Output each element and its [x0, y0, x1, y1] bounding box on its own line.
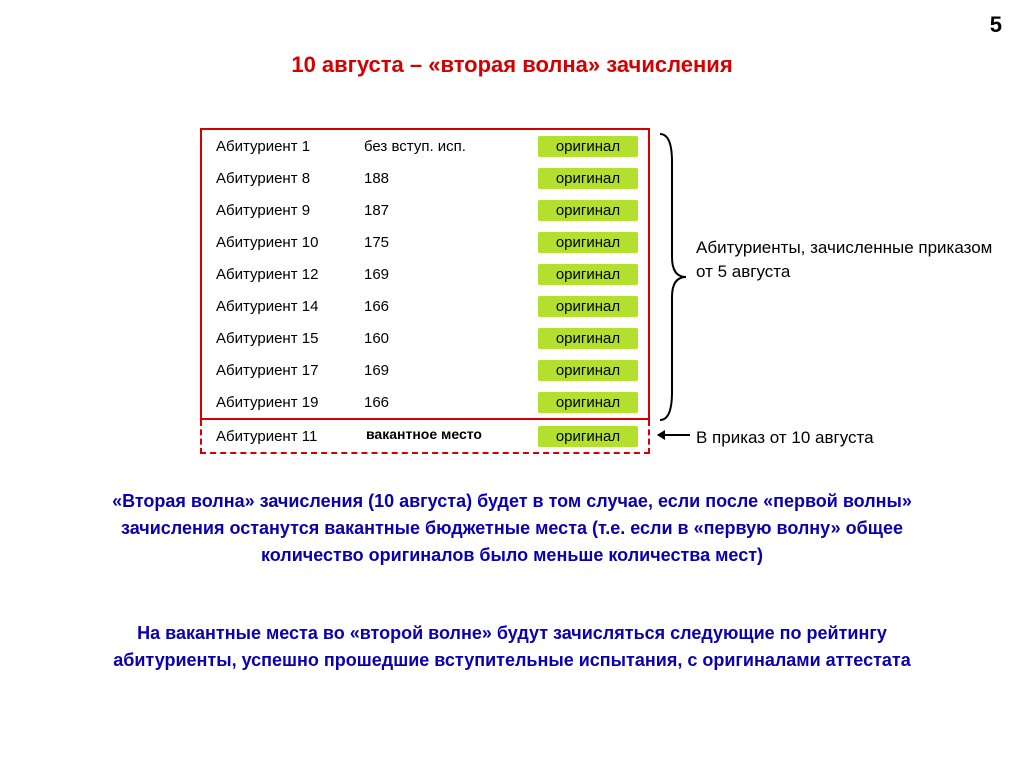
- paragraph-1: «Вторая волна» зачисления (10 августа) б…: [90, 488, 934, 569]
- applicant-score: 169: [364, 362, 524, 379]
- table-row: Абитуриент 12169 оригинал: [202, 258, 648, 290]
- original-badge: оригинал: [538, 392, 638, 413]
- table-row: Абитуриент 10175 оригинал: [202, 226, 648, 258]
- applicant-name: Абитуриент 15: [216, 330, 364, 347]
- callout-order: В приказ от 10 августа: [696, 426, 996, 450]
- applicant-score: без вступ. исп.: [364, 138, 524, 155]
- original-badge: оригинал: [538, 136, 638, 157]
- original-badge: оригинал: [538, 328, 638, 349]
- original-badge: оригинал: [538, 232, 638, 253]
- original-badge: оригинал: [538, 200, 638, 221]
- applicant-score: 166: [364, 394, 524, 411]
- original-badge: оригинал: [538, 296, 638, 317]
- page-number: 5: [990, 12, 1002, 38]
- applicant-name: Абитуриент 9: [216, 202, 364, 219]
- vacant-box: Абитуриент 11 172 оригинал вакантное мес…: [200, 420, 650, 454]
- applicant-score: 160: [364, 330, 524, 347]
- table-row: Абитуриент 8188 оригинал: [202, 162, 648, 194]
- applicant-name: Абитуриент 1: [216, 138, 364, 155]
- page-title: 10 августа – «вторая волна» зачисления: [0, 52, 1024, 78]
- original-badge: оригинал: [538, 426, 638, 447]
- applicant-name: Абитуриент 10: [216, 234, 364, 251]
- arrow-icon: [658, 434, 690, 436]
- original-badge: оригинал: [538, 360, 638, 381]
- applicant-table: Абитуриент 1без вступ. исп.оригиналАбиту…: [200, 128, 650, 454]
- applicant-name: Абитуриент 12: [216, 266, 364, 283]
- applicant-score: 166: [364, 298, 524, 315]
- applicant-name: Абитуриент 11: [216, 428, 364, 445]
- applicant-score: 187: [364, 202, 524, 219]
- paragraph-2: На вакантные места во «второй волне» буд…: [90, 620, 934, 674]
- callout-enrolled: Абитуриенты, зачисленные приказом от 5 а…: [696, 236, 996, 284]
- applicant-name: Абитуриент 17: [216, 362, 364, 379]
- applicant-score: 169: [364, 266, 524, 283]
- original-badge: оригинал: [538, 264, 638, 285]
- table-row: Абитуриент 15160 оригинал: [202, 322, 648, 354]
- applicant-name: Абитуриент 14: [216, 298, 364, 315]
- vacant-label: вакантное место: [362, 426, 486, 442]
- applicant-score: 175: [364, 234, 524, 251]
- table-row: Абитуриент 9187 оригинал: [202, 194, 648, 226]
- curly-bracket-icon: [658, 132, 688, 422]
- applicant-score: 188: [364, 170, 524, 187]
- table-row: Абитуриент 1без вступ. исп. оригинал: [202, 130, 648, 162]
- table-row: Абитуриент 14166 оригинал: [202, 290, 648, 322]
- table-row: Абитуриент 17169 оригинал: [202, 354, 648, 386]
- enrolled-box: Абитуриент 1без вступ. исп.оригиналАбиту…: [200, 128, 650, 420]
- original-badge: оригинал: [538, 168, 638, 189]
- applicant-name: Абитуриент 19: [216, 394, 364, 411]
- applicant-name: Абитуриент 8: [216, 170, 364, 187]
- table-row: Абитуриент 19166 оригинал: [202, 386, 648, 418]
